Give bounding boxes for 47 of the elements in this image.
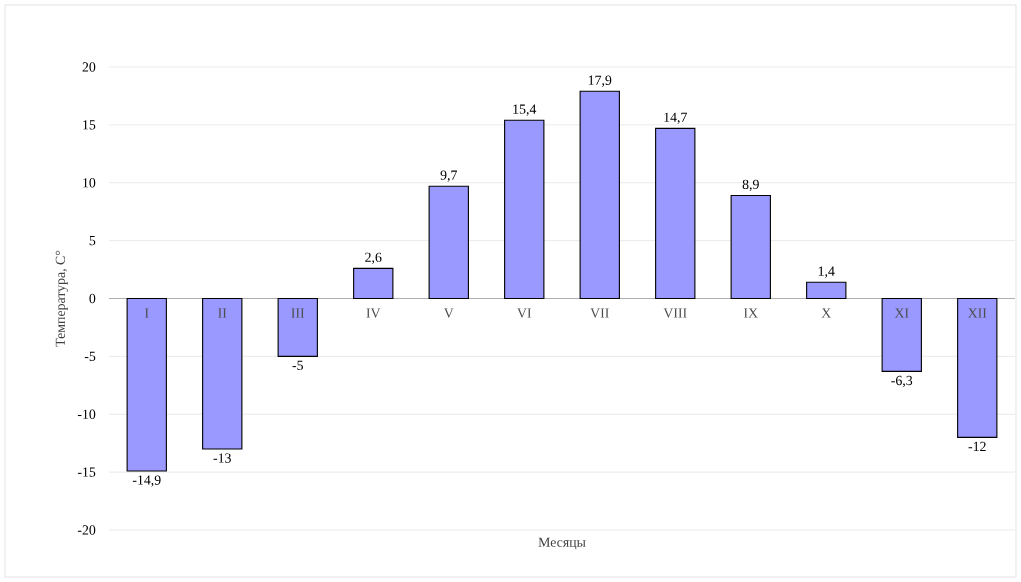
bar xyxy=(277,297,318,357)
y-tick-label: -15 xyxy=(77,467,96,477)
bar xyxy=(655,127,696,300)
data-label: -12 xyxy=(968,441,986,451)
x-tick-label: IX xyxy=(743,308,758,318)
data-label: 8,9 xyxy=(742,179,759,192)
bar xyxy=(353,267,394,300)
bar xyxy=(126,297,167,472)
y-axis-title: Температура, С° xyxy=(55,250,68,347)
y-tick-label: 5 xyxy=(89,236,96,246)
data-label: 9,7 xyxy=(440,170,458,182)
bar xyxy=(202,297,243,450)
y-tick-label: 0 xyxy=(89,293,96,304)
data-label: 17,9 xyxy=(588,75,612,87)
data-label: -13 xyxy=(213,453,231,463)
data-label: 14,7 xyxy=(664,112,687,124)
y-tick-label: -20 xyxy=(77,525,96,535)
x-tick-label: X xyxy=(821,308,832,318)
data-label: -5 xyxy=(292,360,303,370)
data-label: -14,9 xyxy=(132,475,161,487)
bar xyxy=(579,90,620,300)
bar xyxy=(504,119,545,300)
x-tick-label: II xyxy=(218,308,227,318)
bar xyxy=(881,297,922,372)
data-label: 15,4 xyxy=(513,104,537,116)
y-tick-label: -5 xyxy=(84,351,96,361)
x-tick-label: XI xyxy=(894,308,909,318)
y-tick-label: 20 xyxy=(82,62,96,72)
x-tick-label: I xyxy=(144,308,149,318)
x-tick-label: III xyxy=(291,308,305,318)
data-label: -6,3 xyxy=(891,375,913,388)
bar xyxy=(957,297,998,438)
bar xyxy=(428,185,469,300)
x-tick-label: XII xyxy=(967,308,987,318)
bar xyxy=(730,194,771,300)
x-tick-label: VIII xyxy=(663,308,687,318)
x-tick-label: V xyxy=(443,308,454,318)
bar xyxy=(806,281,847,300)
x-tick-label: VII xyxy=(590,308,609,318)
x-tick-label: IV xyxy=(366,308,381,318)
data-label: 2,6 xyxy=(365,252,382,264)
x-tick-label: VI xyxy=(517,308,532,318)
data-label: 1,4 xyxy=(818,266,835,278)
y-tick-label: 10 xyxy=(83,178,96,188)
y-tick-label: 15 xyxy=(83,120,96,130)
x-axis-title: Месяцы xyxy=(538,537,586,550)
y-tick-label: -10 xyxy=(77,409,96,419)
